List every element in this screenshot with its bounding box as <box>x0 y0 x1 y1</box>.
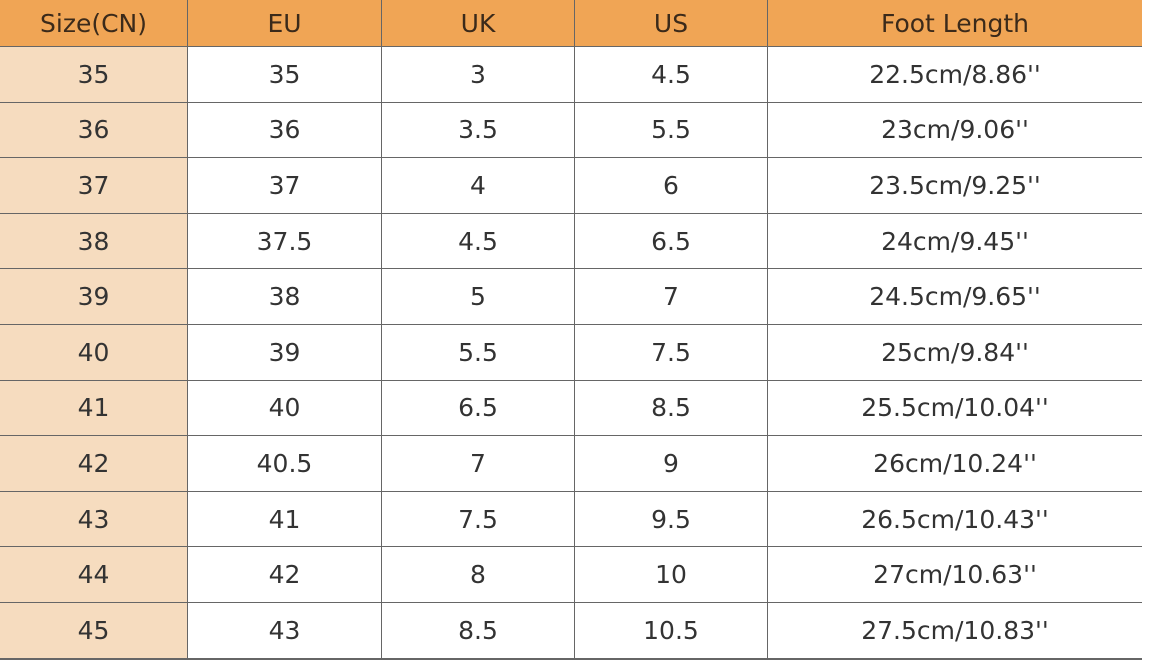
table-cell: 41 <box>187 490 381 547</box>
table-cell: 38 <box>0 212 187 269</box>
table-cell: 5.5 <box>574 101 767 158</box>
table-cell: 9 <box>574 435 767 491</box>
table-cell: 6 <box>574 157 767 213</box>
table-cell: 37.5 <box>187 212 381 269</box>
table-cell: 37 <box>0 157 187 213</box>
table-cell: 7 <box>574 268 767 324</box>
table-cell: 3.5 <box>381 101 574 158</box>
table-cell: 26.5cm/10.43'' <box>767 490 1142 547</box>
table-cell: 25cm/9.84'' <box>767 323 1142 380</box>
table-cell: 44 <box>0 546 187 602</box>
table-cell: 7.5 <box>574 323 767 380</box>
table-cell: 10 <box>574 546 767 602</box>
header-cell: US <box>574 0 767 46</box>
table-cell: 45 <box>0 601 187 658</box>
table-cell: 40.5 <box>187 435 381 491</box>
table-cell: 38 <box>187 268 381 324</box>
table-cell: 3 <box>381 46 574 102</box>
table-cell: 22.5cm/8.86'' <box>767 46 1142 102</box>
table-cell: 36 <box>187 101 381 158</box>
table-cell: 42 <box>0 435 187 491</box>
table-cell: 7 <box>381 435 574 491</box>
table-cell: 37 <box>187 157 381 213</box>
table-cell: 23.5cm/9.25'' <box>767 157 1142 213</box>
table-cell: 35 <box>187 46 381 102</box>
table-cell: 6.5 <box>574 212 767 269</box>
table-cell: 43 <box>0 490 187 547</box>
header-cell: UK <box>381 0 574 46</box>
table-cell: 9.5 <box>574 490 767 547</box>
table-cell: 5 <box>381 268 574 324</box>
table-cell: 7.5 <box>381 490 574 547</box>
table-cell: 8.5 <box>574 379 767 436</box>
table-cell: 43 <box>187 601 381 658</box>
table-cell: 41 <box>0 379 187 436</box>
table-cell: 10.5 <box>574 601 767 658</box>
table-cell: 27.5cm/10.83'' <box>767 601 1142 658</box>
table-cell: 4.5 <box>574 46 767 102</box>
table-cell: 40 <box>187 379 381 436</box>
table-cell: 4 <box>381 157 574 213</box>
table-cell: 40 <box>0 323 187 380</box>
table-cell: 8 <box>381 546 574 602</box>
table-cell: 26cm/10.24'' <box>767 435 1142 491</box>
table-cell: 39 <box>187 323 381 380</box>
table-cell: 36 <box>0 101 187 158</box>
table-cell: 27cm/10.63'' <box>767 546 1142 602</box>
table-cell: 35 <box>0 46 187 102</box>
table-cell: 8.5 <box>381 601 574 658</box>
table-cell: 25.5cm/10.04'' <box>767 379 1142 436</box>
header-cell: Size(CN) <box>0 0 187 46</box>
table-cell: 4.5 <box>381 212 574 269</box>
table-cell: 42 <box>187 546 381 602</box>
header-cell: Foot Length <box>767 0 1142 46</box>
table-cell: 6.5 <box>381 379 574 436</box>
table-cell: 23cm/9.06'' <box>767 101 1142 158</box>
header-cell: EU <box>187 0 381 46</box>
table-cell: 39 <box>0 268 187 324</box>
table-cell: 5.5 <box>381 323 574 380</box>
table-cell: 24.5cm/9.65'' <box>767 268 1142 324</box>
table-cell: 24cm/9.45'' <box>767 212 1142 269</box>
